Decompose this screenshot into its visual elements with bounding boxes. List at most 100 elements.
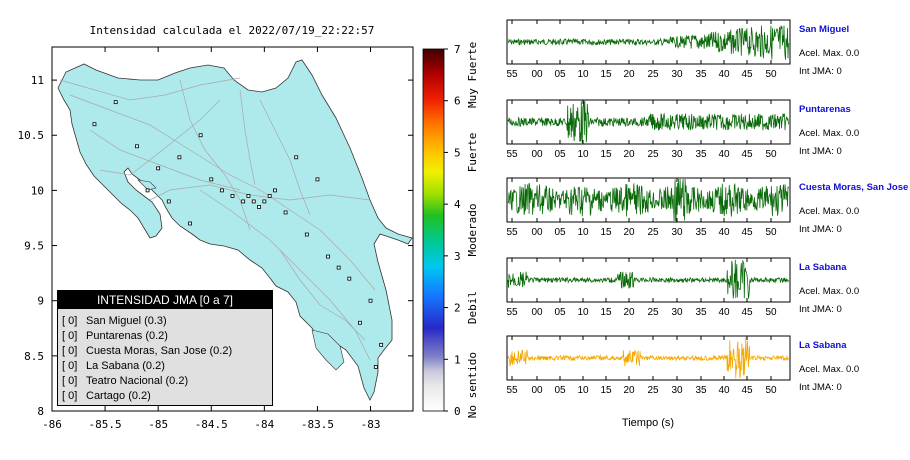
colorbar-tick-label: 4 bbox=[454, 198, 461, 211]
time-tick-label: 45 bbox=[741, 69, 753, 80]
station-name: La Sabana bbox=[799, 262, 847, 273]
station-name: Puntarenas bbox=[799, 104, 851, 115]
osa-peninsula bbox=[311, 329, 345, 371]
station-point bbox=[358, 320, 362, 325]
legend-title: INTENSIDAD JMA [0 a 7] bbox=[58, 291, 272, 309]
time-tick-label: 30 bbox=[671, 227, 683, 238]
time-tick-label: 35 bbox=[695, 69, 707, 80]
waveform-panel: 55 00 05 10 15 20 25 30 35 40 45 50 Puntarenas Acel. … bbox=[506, 99, 859, 160]
time-tick-label: 45 bbox=[741, 307, 753, 318]
time-tick-label: 15 bbox=[600, 385, 612, 396]
station-name: La Sabana bbox=[799, 340, 847, 351]
station-markers bbox=[92, 100, 384, 369]
accel-max-label: Acel. Max. 0.0 bbox=[799, 364, 859, 375]
time-tick-label: 45 bbox=[741, 149, 753, 160]
intensity-legend: INTENSIDAD JMA [0 a 7] [ 0] San Miguel (0… bbox=[57, 290, 273, 406]
map-frame bbox=[51, 46, 414, 412]
time-tick-label: 10 bbox=[577, 149, 589, 160]
time-tick-label: 15 bbox=[600, 69, 612, 80]
map-y-tick-label: 10 bbox=[31, 184, 44, 197]
legend-tag: [ 0] bbox=[62, 345, 78, 357]
time-tick-label: 15 bbox=[600, 307, 612, 318]
time-tick-label: 10 bbox=[577, 307, 589, 318]
waveform-trace bbox=[507, 25, 789, 60]
map-title: Intensidad calculada el 2022/07/19_22:22… bbox=[90, 24, 375, 37]
waveform-trace bbox=[507, 259, 789, 299]
time-tick-label: 45 bbox=[741, 385, 753, 396]
station-point bbox=[304, 232, 309, 237]
time-tick-label: 40 bbox=[718, 385, 730, 396]
map-x-tick-label: -83.5 bbox=[301, 418, 334, 431]
colorbar-tick-label: 7 bbox=[454, 43, 461, 56]
time-axis-label: Tiempo (s) bbox=[622, 417, 674, 429]
time-tick-label: 30 bbox=[671, 385, 683, 396]
station-point bbox=[347, 276, 352, 281]
time-tick-label: 00 bbox=[531, 227, 543, 238]
station-point bbox=[251, 199, 256, 204]
jma-intensity-label: Int JMA: 0 bbox=[799, 304, 842, 315]
time-tick-label: 00 bbox=[531, 307, 543, 318]
time-tick-label: 50 bbox=[765, 385, 777, 396]
colorbar-category-label: Muy Fuerte bbox=[466, 42, 479, 108]
colorbar-category-label: Moderado bbox=[466, 204, 479, 257]
station-point bbox=[92, 122, 97, 127]
time-tick-label: 05 bbox=[554, 69, 566, 80]
time-tick-label: 55 bbox=[506, 307, 518, 318]
accel-max-label: Acel. Max. 0.0 bbox=[799, 206, 859, 217]
waveform-trace bbox=[507, 100, 789, 144]
legend-tag: [ 0] bbox=[62, 360, 78, 372]
time-tick-label: 05 bbox=[554, 307, 566, 318]
time-tick-label: 40 bbox=[718, 227, 730, 238]
legend-tag: [ 0] bbox=[62, 375, 78, 387]
map-x-tick-label: -84 bbox=[254, 418, 274, 431]
map-y-tick-label: 8.5 bbox=[24, 350, 44, 363]
accel-max-label: Acel. Max. 0.0 bbox=[799, 48, 859, 59]
station-point bbox=[241, 199, 246, 204]
jma-intensity-label: Int JMA: 0 bbox=[799, 66, 842, 77]
station-point bbox=[368, 298, 373, 303]
colorbar-tick-label: 6 bbox=[454, 95, 461, 108]
waveform-traces: 55 00 05 10 15 20 25 30 35 40 45 50 San Miguel Acel. … bbox=[506, 19, 908, 396]
legend-row: [ 0] San Miguel (0.3) bbox=[58, 314, 272, 329]
station-point bbox=[209, 177, 214, 182]
time-tick-label: 50 bbox=[765, 69, 777, 80]
station-point bbox=[326, 254, 330, 259]
colorbar-category-label: No sentido bbox=[466, 352, 479, 418]
time-tick-label: 30 bbox=[671, 307, 683, 318]
map-x-tick-label: -83 bbox=[361, 418, 381, 431]
map-y-tick-label: 8 bbox=[37, 405, 44, 418]
jma-intensity-label: Int JMA: 0 bbox=[799, 146, 842, 157]
station-point bbox=[156, 166, 161, 171]
time-tick-label: 45 bbox=[741, 227, 753, 238]
time-tick-label: 00 bbox=[531, 149, 543, 160]
legend-row: [ 0] Teatro Nacional (0.2) bbox=[58, 374, 272, 389]
time-tick-label: 25 bbox=[647, 385, 659, 396]
legend-station: Cuesta Moras, San Jose (0.2) bbox=[86, 345, 233, 357]
map-x-axis: -86 -85.5 -85 -84.5 -84 -83.5 -83 bbox=[42, 47, 380, 431]
legend-tag: [ 0] bbox=[62, 390, 78, 402]
time-tick-label: 40 bbox=[718, 149, 730, 160]
legend-row: [ 0] Cuesta Moras, San Jose (0.2) bbox=[58, 344, 272, 359]
map-y-tick-label: 10.5 bbox=[18, 129, 45, 142]
colorbar-labels: No sentido Debil Moderado Fuerte Muy Fuerte bbox=[466, 42, 479, 419]
waveform-panel: 55 00 05 10 15 20 25 30 35 40 45 50 San Miguel Acel. … bbox=[506, 19, 859, 80]
time-tick-label: 15 bbox=[600, 227, 612, 238]
legend-row: [ 0] Puntarenas (0.2) bbox=[58, 329, 272, 344]
station-point bbox=[373, 364, 378, 369]
time-tick-label: 50 bbox=[765, 227, 777, 238]
time-tick-label: 00 bbox=[531, 385, 543, 396]
legend-station: Teatro Nacional (0.2) bbox=[86, 375, 189, 387]
station-point bbox=[230, 194, 235, 198]
time-tick-label: 55 bbox=[506, 227, 518, 238]
map-y-tick-label: 11 bbox=[31, 74, 44, 87]
station-point bbox=[262, 199, 267, 204]
time-tick-label: 05 bbox=[554, 227, 566, 238]
accel-max-label: Acel. Max. 0.0 bbox=[799, 128, 859, 139]
map-x-tick-label: -85.5 bbox=[89, 418, 122, 431]
legend-row: [ 0] La Sabana (0.2) bbox=[58, 359, 272, 374]
time-tick-label: 40 bbox=[718, 69, 730, 80]
waveform-trace bbox=[507, 178, 789, 223]
time-tick-label: 10 bbox=[577, 227, 589, 238]
time-tick-label: 25 bbox=[647, 227, 659, 238]
station-point bbox=[315, 177, 320, 182]
